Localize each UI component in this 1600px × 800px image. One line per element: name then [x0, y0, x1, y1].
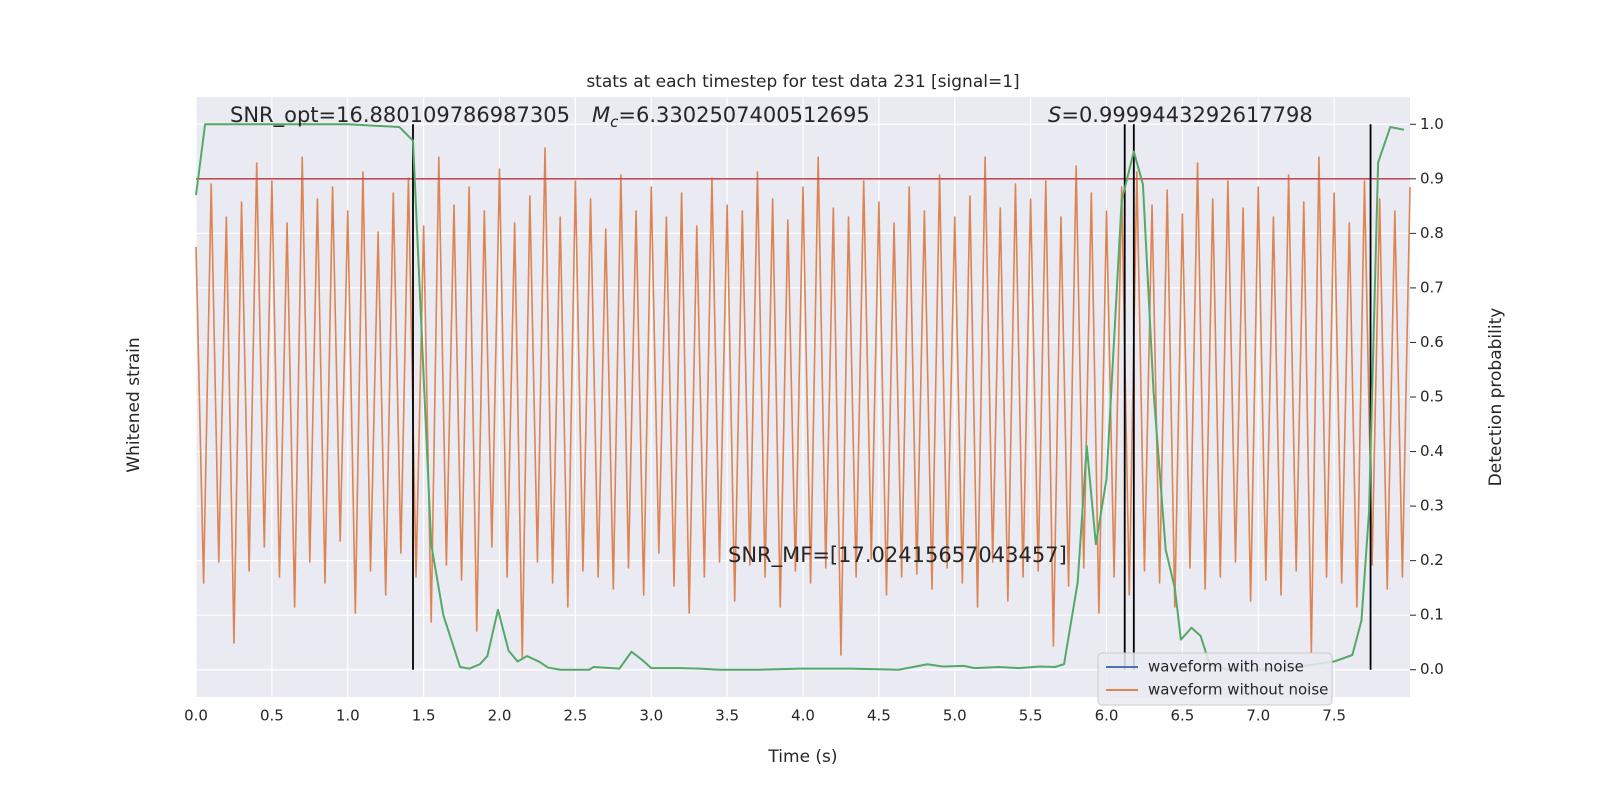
y2-tick-label: 0.3	[1420, 497, 1444, 515]
y2-tick-label: 0.5	[1420, 388, 1444, 406]
x-tick-label: 4.5	[867, 707, 891, 725]
x-tick-label: 5.5	[1019, 707, 1043, 725]
annotation-subscript: c	[610, 113, 619, 131]
y2-tick-label: 0.8	[1420, 224, 1444, 242]
annotation-text: SNR_opt=16.880109786987305	[230, 103, 570, 128]
x-tick-label: 6.0	[1095, 707, 1119, 725]
x-tick-label: 3.0	[639, 707, 663, 725]
annotation: SNR_opt=16.880109786987305	[230, 103, 570, 128]
legend-box	[1097, 652, 1333, 706]
annotation-text: =0.9999443292617798	[1061, 103, 1312, 127]
y2-tick-label: 0.7	[1420, 278, 1444, 296]
y2-axis-label: Detection probability	[1486, 308, 1506, 487]
legend-label: waveform without noise	[1148, 681, 1328, 699]
legend-label: waveform with noise	[1148, 658, 1304, 676]
annotation: SNR_MF=[17.02415657043457]	[728, 543, 1067, 568]
annotation: S=0.9999443292617798	[1048, 103, 1313, 127]
y2-tick-label: 0.4	[1420, 442, 1444, 460]
y2-tick-label: 0.0	[1420, 660, 1444, 678]
x-tick-label: 1.0	[336, 707, 360, 725]
x-tick-label: 5.0	[943, 707, 967, 725]
annotation: Mc=6.3302507400512695	[592, 103, 870, 131]
y2-tick-label: 0.9	[1420, 169, 1444, 187]
x-tick-label: 4.0	[791, 707, 815, 725]
y2-tick-label: 0.2	[1420, 551, 1444, 569]
annotation-text: =6.3302507400512695	[618, 103, 869, 127]
annotation-text: SNR_MF=[17.02415657043457]	[728, 543, 1067, 568]
y-axis-label: Whitened strain	[124, 337, 144, 472]
x-tick-label: 7.0	[1246, 707, 1270, 725]
x-tick-label: 0.0	[184, 707, 208, 725]
chart-title: stats at each timestep for test data 231…	[586, 72, 1019, 92]
x-tick-label: 7.5	[1322, 707, 1346, 725]
x-tick-label: 3.5	[715, 707, 739, 725]
y2-tick-label: 0.6	[1420, 333, 1444, 351]
x-tick-label: 0.5	[260, 707, 284, 725]
y2-tick-label: 0.1	[1420, 606, 1444, 624]
x-tick-label: 6.5	[1170, 707, 1194, 725]
annotation-symbol: S	[1048, 103, 1061, 127]
x-tick-label: 2.5	[563, 707, 587, 725]
x-axis-label: Time (s)	[767, 747, 837, 767]
waveform-line	[195, 147, 1411, 659]
annotation-symbol: M	[592, 103, 610, 127]
x-tick-label: 2.0	[488, 707, 512, 725]
y2-tick-label: 1.0	[1420, 115, 1444, 133]
probability-line	[195, 123, 1405, 671]
x-tick-label: 1.5	[412, 707, 436, 725]
